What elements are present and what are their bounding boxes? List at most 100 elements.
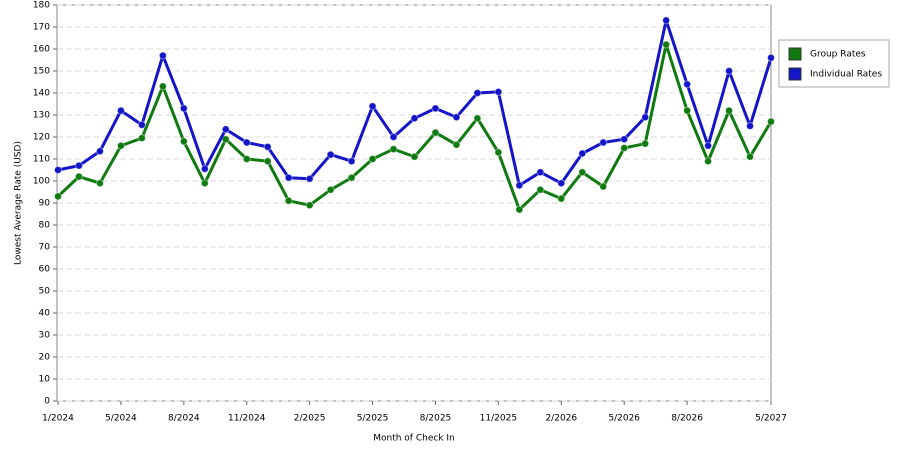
point bbox=[473, 89, 482, 97]
point bbox=[179, 104, 188, 113]
legend-swatch bbox=[788, 67, 802, 81]
x-tick-label: 2/2026 bbox=[545, 414, 577, 424]
point bbox=[410, 152, 419, 161]
point bbox=[158, 51, 167, 60]
y-tick-label: 70 bbox=[39, 243, 51, 253]
point bbox=[326, 150, 335, 159]
point bbox=[137, 120, 146, 129]
point bbox=[452, 113, 461, 122]
y-tick-label: 130 bbox=[33, 111, 50, 121]
legend-swatch bbox=[788, 47, 802, 61]
x-axis-title: Month of Check In bbox=[373, 434, 455, 444]
point bbox=[557, 194, 566, 203]
point bbox=[200, 164, 209, 173]
point bbox=[620, 144, 629, 152]
y-tick-label: 150 bbox=[33, 67, 50, 77]
x-tick-label: 11/2024 bbox=[228, 414, 266, 424]
point bbox=[305, 201, 314, 210]
point bbox=[74, 161, 83, 170]
y-tick-label: 100 bbox=[33, 177, 50, 187]
y-tick-label: 110 bbox=[33, 155, 50, 165]
point bbox=[578, 149, 587, 158]
x-tick-label: 8/2025 bbox=[420, 414, 452, 424]
point bbox=[641, 139, 650, 148]
y-tick-label: 20 bbox=[39, 353, 51, 363]
point bbox=[473, 114, 482, 123]
point bbox=[641, 113, 650, 122]
point bbox=[746, 122, 755, 130]
y-tick-label: 160 bbox=[33, 45, 50, 55]
point bbox=[620, 135, 629, 144]
point bbox=[515, 205, 524, 214]
point bbox=[599, 182, 608, 191]
point bbox=[263, 157, 272, 166]
point bbox=[242, 155, 251, 163]
x-tick-label: 8/2024 bbox=[168, 414, 200, 424]
point bbox=[242, 138, 251, 147]
point bbox=[767, 53, 775, 62]
point bbox=[347, 157, 356, 166]
x-tick-label: 2/2025 bbox=[294, 414, 326, 424]
y-tick-label: 30 bbox=[39, 331, 51, 341]
point bbox=[557, 179, 566, 188]
x-tick-label: 5/2027 bbox=[755, 414, 787, 424]
point bbox=[578, 168, 587, 177]
point bbox=[410, 114, 419, 123]
point bbox=[662, 16, 671, 25]
point bbox=[725, 67, 734, 75]
point bbox=[704, 157, 713, 166]
y-tick-label: 0 bbox=[44, 397, 50, 407]
x-tick-label: 8/2026 bbox=[671, 414, 703, 424]
y-tick-label: 80 bbox=[39, 221, 51, 231]
point bbox=[95, 147, 104, 156]
x-tick-label: 1/2024 bbox=[42, 414, 74, 424]
point bbox=[284, 173, 293, 182]
point bbox=[536, 185, 545, 194]
y-tick-label: 180 bbox=[33, 1, 50, 11]
y-axis-title: Lowest Average Rate (USD) bbox=[14, 141, 24, 265]
y-tick-label: 140 bbox=[33, 89, 50, 99]
point bbox=[200, 179, 209, 188]
point bbox=[54, 166, 62, 174]
x-tick-label: 5/2026 bbox=[608, 414, 640, 424]
point bbox=[494, 87, 503, 96]
y-tick-label: 170 bbox=[33, 23, 50, 33]
point bbox=[704, 141, 713, 150]
point bbox=[515, 181, 524, 190]
point bbox=[536, 168, 545, 177]
point bbox=[431, 104, 440, 113]
point bbox=[221, 125, 230, 134]
point bbox=[284, 196, 293, 205]
point bbox=[137, 134, 146, 143]
point bbox=[494, 148, 503, 157]
point bbox=[116, 106, 125, 115]
point bbox=[389, 145, 398, 154]
y-tick-label: 50 bbox=[39, 287, 51, 297]
y-tick-label: 40 bbox=[39, 309, 51, 319]
y-tick-label: 10 bbox=[39, 375, 51, 385]
y-tick-label: 120 bbox=[33, 133, 50, 143]
point bbox=[725, 106, 734, 115]
point bbox=[767, 117, 775, 126]
point bbox=[305, 174, 314, 183]
point bbox=[599, 138, 608, 147]
point bbox=[368, 102, 377, 111]
legend-label: Group Rates bbox=[810, 50, 866, 60]
x-tick-label: 5/2025 bbox=[357, 414, 389, 424]
point bbox=[221, 135, 230, 144]
point bbox=[431, 128, 440, 137]
point bbox=[158, 82, 167, 91]
x-tick-label: 5/2024 bbox=[105, 414, 137, 424]
point bbox=[347, 173, 356, 182]
point bbox=[746, 152, 755, 161]
point bbox=[179, 137, 188, 146]
point bbox=[662, 40, 671, 49]
point bbox=[326, 185, 335, 194]
y-tick-label: 90 bbox=[39, 199, 51, 209]
point bbox=[452, 140, 461, 149]
point bbox=[95, 179, 104, 188]
point bbox=[116, 141, 125, 150]
point bbox=[683, 106, 692, 115]
point bbox=[54, 192, 62, 201]
